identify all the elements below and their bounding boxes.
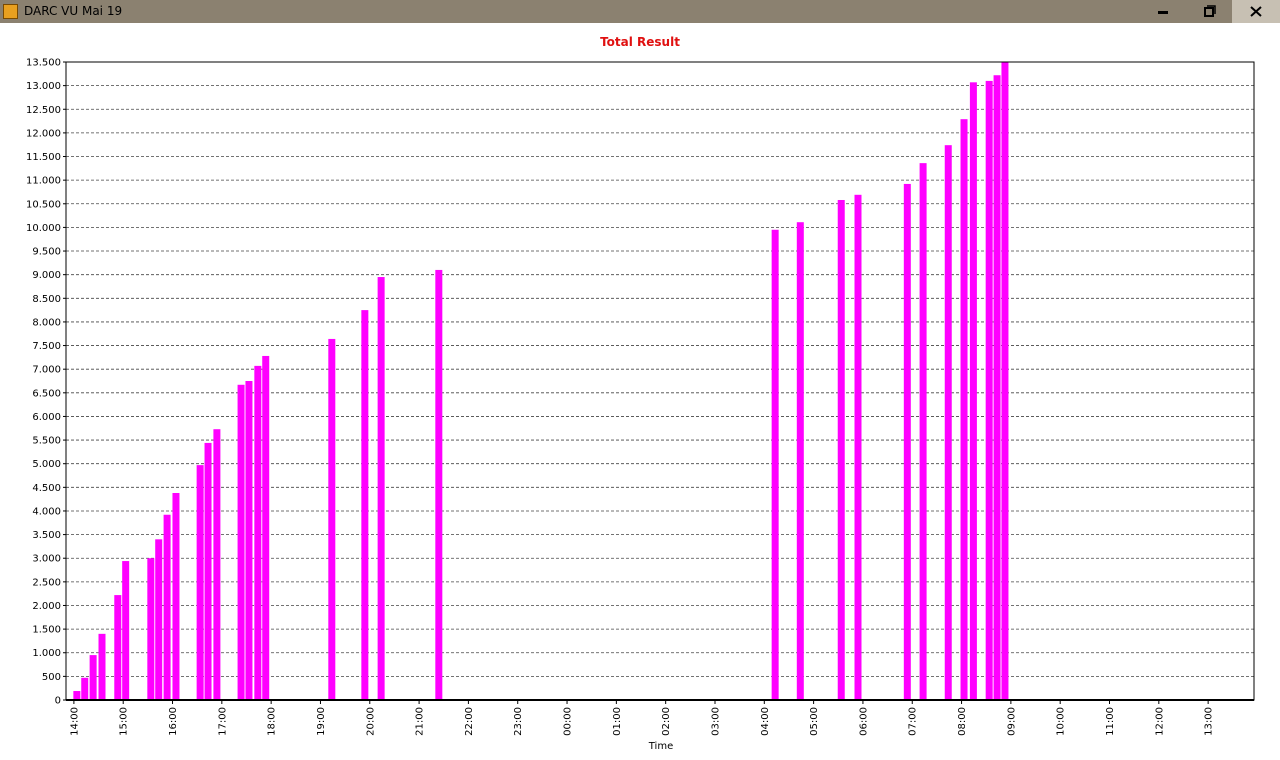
- bar: [377, 277, 385, 700]
- bar: [771, 229, 779, 700]
- x-tick-label: 11:00: [1105, 707, 1116, 736]
- x-tick-label: 08:00: [957, 707, 968, 736]
- y-tick-label: 0: [55, 696, 61, 707]
- restore-button[interactable]: [1186, 0, 1232, 23]
- bar: [837, 199, 845, 700]
- window-title: DARC VU Mai 19: [24, 4, 123, 18]
- title-bar: DARC VU Mai 19: [0, 0, 1280, 23]
- bar: [89, 655, 97, 700]
- bar: [969, 82, 977, 701]
- x-tick-label: 21:00: [415, 707, 426, 736]
- y-tick-label: 3.500: [32, 530, 61, 541]
- y-tick-label: 500: [42, 672, 61, 683]
- bar: [245, 381, 253, 700]
- x-tick-label: 17:00: [217, 707, 228, 736]
- y-tick-label: 7.000: [32, 365, 61, 376]
- bar: [147, 558, 155, 700]
- x-tick-label: 22:00: [464, 707, 475, 736]
- bar: [237, 384, 245, 700]
- bar: [254, 365, 262, 700]
- x-tick-label: 19:00: [316, 707, 327, 736]
- y-tick-label: 6.500: [32, 388, 61, 399]
- x-tick-label: 06:00: [858, 707, 869, 736]
- x-tick-label: 18:00: [267, 707, 278, 736]
- y-tick-label: 5.000: [32, 459, 61, 470]
- bar: [1001, 62, 1009, 700]
- bar: [73, 691, 81, 700]
- y-tick-label: 10.500: [26, 199, 61, 210]
- bar: [262, 355, 270, 700]
- minimize-button[interactable]: [1140, 0, 1186, 23]
- bar: [163, 514, 171, 700]
- bar: [854, 194, 862, 700]
- bar: [944, 145, 952, 701]
- close-button[interactable]: [1232, 0, 1280, 23]
- app-icon: [3, 4, 18, 19]
- bar: [903, 183, 911, 700]
- y-tick-label: 1.000: [32, 648, 61, 659]
- bar: [98, 633, 106, 700]
- y-tick-label: 12.000: [26, 128, 61, 139]
- y-tick-label: 9.500: [32, 247, 61, 258]
- y-tick-label: 13.500: [26, 58, 61, 69]
- x-axis-label: Time: [648, 741, 673, 752]
- y-tick-label: 12.500: [26, 105, 61, 116]
- y-tick-label: 4.500: [32, 483, 61, 494]
- bar: [196, 465, 204, 700]
- y-tick-label: 3.000: [32, 554, 61, 565]
- x-tick-label: 07:00: [908, 707, 919, 736]
- x-tick-label: 13:00: [1204, 707, 1215, 736]
- bar: [328, 338, 336, 700]
- bar: [172, 493, 180, 700]
- y-tick-label: 8.500: [32, 294, 61, 305]
- x-tick-label: 23:00: [513, 707, 524, 736]
- bar: [435, 269, 443, 700]
- y-tick-label: 13.000: [26, 81, 61, 92]
- y-tick-label: 9.000: [32, 270, 61, 281]
- x-tick-label: 05:00: [809, 707, 820, 736]
- x-tick-label: 03:00: [710, 707, 721, 736]
- chart-title: Total Result: [600, 35, 680, 49]
- chart: Total Result Time 0 500 1.000 1.500 2.000 2.5…: [26, 35, 1255, 752]
- y-tick-label: 11.500: [26, 152, 61, 163]
- x-tick-label: 20:00: [365, 707, 376, 736]
- y-tick-label: 7.500: [32, 341, 61, 352]
- x-tick-label: 04:00: [760, 707, 771, 736]
- bar: [960, 119, 968, 700]
- x-tick-label: 00:00: [563, 707, 574, 736]
- y-tick-label: 8.000: [32, 317, 61, 328]
- bar: [122, 561, 130, 700]
- x-tick-label: 02:00: [661, 707, 672, 736]
- bar: [81, 677, 89, 700]
- x-tick-label: 10:00: [1056, 707, 1067, 736]
- bar: [213, 429, 221, 700]
- bar: [919, 163, 927, 700]
- bar: [993, 75, 1001, 700]
- bar: [985, 80, 993, 701]
- y-tick-label: 10.000: [26, 223, 61, 234]
- x-tick-label: 16:00: [168, 707, 179, 736]
- y-tick-label: 5.500: [32, 436, 61, 447]
- bar: [204, 442, 212, 700]
- y-tick-label: 11.000: [26, 176, 61, 187]
- x-tick-label: 15:00: [119, 707, 130, 736]
- y-tick-label: 2.500: [32, 577, 61, 588]
- bar: [114, 595, 122, 700]
- y-tick-label: 2.000: [32, 601, 61, 612]
- x-tick-label: 14:00: [69, 707, 80, 736]
- bar: [155, 539, 163, 700]
- x-tick-label: 12:00: [1154, 707, 1165, 736]
- y-tick-label: 1.500: [32, 625, 61, 636]
- y-tick-label: 4.000: [32, 506, 61, 517]
- bar: [361, 310, 369, 700]
- x-tick-label: 01:00: [612, 707, 623, 736]
- y-tick-label: 6.000: [32, 412, 61, 423]
- x-tick-label: 09:00: [1006, 707, 1017, 736]
- bar: [796, 222, 804, 700]
